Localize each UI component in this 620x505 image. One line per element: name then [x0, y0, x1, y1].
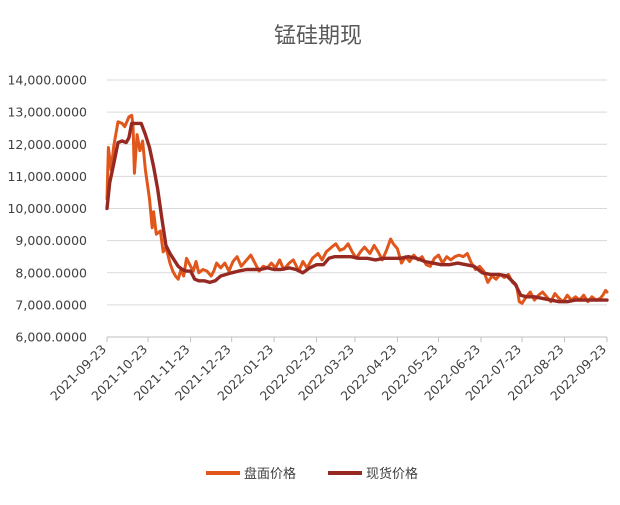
y-tick-label: 8,000.0000	[15, 265, 87, 280]
y-tick-label: 11,000.0000	[7, 169, 87, 184]
y-tick-label: 10,000.0000	[7, 201, 87, 216]
y-tick-label: 6,000.0000	[15, 330, 87, 345]
legend-label-pan-mian: 盘面价格	[244, 466, 296, 482]
y-axis-ticks: 6,000.0000 7,000.0000 8,000.0000 9,000.0000…	[7, 73, 87, 345]
y-tick-label: 7,000.0000	[15, 297, 87, 312]
series-line-xian-huo	[105, 121, 609, 304]
chart-title: 锰硅期现	[274, 24, 362, 49]
legend: 盘面价格 现货价格	[206, 466, 418, 482]
y-tick-label: 13,000.0000	[7, 105, 87, 120]
series-lines	[105, 113, 609, 305]
x-axis: 2021-09-232021-10-232021-11-232021-12-23…	[47, 336, 609, 403]
y-tick-label: 9,000.0000	[15, 233, 87, 248]
y-tick-label: 12,000.0000	[7, 137, 87, 152]
series-line-pan-mian	[105, 113, 609, 305]
y-tick-label: 14,000.0000	[7, 73, 87, 88]
legend-label-xian-huo: 现货价格	[366, 466, 418, 482]
